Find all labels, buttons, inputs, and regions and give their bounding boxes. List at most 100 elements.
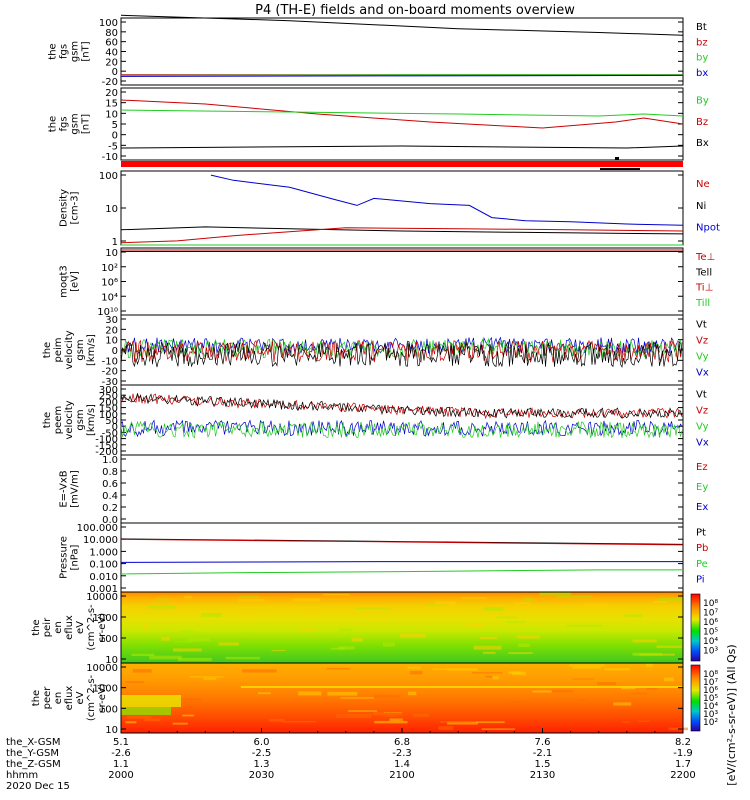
x-axis-row-label: the_X-GSM bbox=[6, 737, 60, 748]
y-tick-label: 10 bbox=[105, 336, 118, 347]
spectrogram-texture bbox=[477, 632, 496, 634]
series-bx bbox=[120, 74, 684, 77]
colorbar-label: [eV/(cm²-s-sr-eV)] (All Qs) bbox=[725, 644, 738, 785]
y-tick-label: 1000 bbox=[93, 613, 118, 624]
spectrogram-texture bbox=[471, 672, 503, 674]
y-tick-label: 80 bbox=[105, 28, 118, 39]
spectrogram-texture bbox=[335, 714, 372, 719]
y-axis-label: [cm-3] bbox=[70, 191, 81, 224]
y-tick-label: 100 bbox=[99, 704, 118, 715]
spectrogram-texture bbox=[161, 637, 170, 641]
spectrogram-texture bbox=[327, 691, 358, 696]
y-tick-label: 15 bbox=[105, 99, 118, 110]
y-axis-label: sr-eV) bbox=[97, 683, 108, 712]
y-axis-label: [nT] bbox=[81, 41, 92, 61]
spectrogram-texture bbox=[225, 656, 261, 660]
y-axis-label: (cm^2-s- bbox=[86, 674, 97, 721]
spectrogram-texture bbox=[492, 676, 499, 680]
spectrogram-texture bbox=[183, 595, 192, 599]
x-axis-row-label: the_Z-GSM bbox=[6, 759, 61, 770]
y-tick-label: 0 bbox=[112, 67, 118, 78]
y-axis-label: the bbox=[42, 412, 53, 428]
legend-entry: Vz bbox=[696, 405, 708, 416]
spectrogram-texture bbox=[556, 595, 593, 598]
legend-entry: Ez bbox=[696, 462, 708, 473]
legend-entry: Bx bbox=[696, 138, 709, 149]
legend-entry: Npot bbox=[696, 223, 720, 234]
spectrogram-texture bbox=[583, 603, 608, 607]
y-tick-label: 40 bbox=[105, 48, 118, 59]
spectrogram-texture bbox=[334, 633, 357, 638]
spectrogram-texture bbox=[175, 641, 193, 643]
spectrogram-texture bbox=[125, 721, 137, 724]
panel-3: 100 10 1 Density [cm-3] Ne Ni Npot bbox=[59, 170, 720, 248]
y-axis-label: Density bbox=[59, 189, 70, 227]
y-tick-label: 0 bbox=[112, 131, 118, 142]
y-axis-label: gsm bbox=[70, 113, 81, 134]
spectrogram-texture bbox=[479, 636, 498, 640]
spectrogram-feature bbox=[121, 695, 181, 707]
y-tick-label: 0.4 bbox=[102, 491, 118, 502]
spectrogram-texture bbox=[539, 592, 571, 596]
colorbar-tick: 10³ bbox=[703, 647, 718, 657]
spectrogram-texture bbox=[241, 613, 261, 616]
y-tick-label: 0 bbox=[112, 346, 118, 357]
x-tick-value: 2030 bbox=[249, 770, 274, 781]
series-by bbox=[120, 74, 683, 76]
y-axis-label: peim bbox=[53, 337, 64, 362]
y-tick-label: 0.100 bbox=[89, 560, 118, 571]
y-tick-label: 60 bbox=[105, 38, 118, 49]
spectrogram-texture bbox=[203, 677, 217, 680]
spectrogram-texture bbox=[356, 607, 390, 609]
series-Pe bbox=[120, 569, 683, 575]
x-tick-value: -2.6 bbox=[111, 748, 131, 759]
velocity-trace-black bbox=[120, 392, 683, 419]
x-tick-value: 1.1 bbox=[113, 759, 129, 770]
y-axis-label: eflux bbox=[64, 615, 75, 640]
y-tick-label: 1.000 bbox=[89, 547, 118, 558]
spectrogram-texture bbox=[282, 720, 316, 723]
spectrogram-texture bbox=[257, 692, 271, 695]
spectrogram-texture bbox=[373, 712, 403, 716]
spectrogram-texture bbox=[374, 720, 408, 724]
panel-4: 10 10² 10⁶ 10⁴ 10¹⁰ moqt3 [eV] Te⊥ Tell Ti⊥ Till bbox=[59, 247, 715, 318]
y-axis-label: eV bbox=[75, 691, 86, 704]
y-tick-label: 1 bbox=[112, 237, 118, 248]
x-tick-value: -2.3 bbox=[392, 748, 412, 759]
spectrogram-texture bbox=[439, 721, 472, 723]
y-axis-label: eV bbox=[75, 621, 86, 634]
x-axis-row-label: hhmm bbox=[6, 770, 38, 781]
spectrogram-texture bbox=[473, 645, 502, 650]
spectrogram-texture bbox=[508, 652, 533, 655]
y-tick-label: 150 bbox=[99, 404, 118, 415]
spectrogram-texture bbox=[292, 598, 320, 602]
x-tick-value: 1.3 bbox=[254, 759, 270, 770]
spectrogram-texture bbox=[572, 666, 601, 669]
spectrogram-texture bbox=[596, 682, 617, 685]
y-axis-label: peem bbox=[53, 406, 64, 434]
spectrogram-texture bbox=[218, 642, 239, 646]
colorbar-tick: 10⁴ bbox=[703, 702, 718, 712]
plot-area bbox=[121, 88, 683, 160]
y-tick-label: 0.8 bbox=[102, 467, 118, 478]
plot-area bbox=[121, 171, 683, 245]
y-axis-label: the bbox=[48, 116, 59, 132]
plot-area bbox=[121, 455, 683, 523]
spectrogram-texture bbox=[646, 663, 653, 668]
y-tick-label: 100 bbox=[99, 18, 118, 29]
y-axis-label: E=-VxB bbox=[59, 470, 70, 507]
spectrogram-texture bbox=[532, 690, 552, 693]
spectrogram-texture bbox=[400, 633, 427, 638]
legend-entry: Te⊥ bbox=[695, 252, 715, 263]
spectrogram-feature bbox=[121, 707, 171, 715]
spectrogram-texture bbox=[613, 702, 632, 706]
x-tick-value: 1.5 bbox=[535, 759, 551, 770]
x-tick-value: 6.8 bbox=[394, 737, 410, 748]
spectrogram-texture bbox=[407, 691, 417, 696]
y-axis-label: the bbox=[42, 342, 53, 358]
y-tick-label: 1000 bbox=[93, 684, 118, 695]
spectrogram-texture bbox=[658, 598, 684, 602]
spectrogram-texture bbox=[338, 646, 355, 650]
y-tick-label: 10 bbox=[105, 109, 118, 120]
